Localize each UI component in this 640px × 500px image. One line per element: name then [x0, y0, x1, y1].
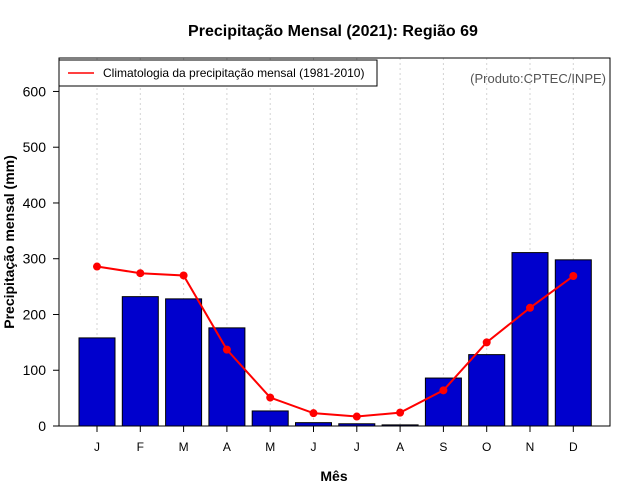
bar-12: D: 298	[554, 259, 592, 427]
bar-6: J: 6	[295, 422, 332, 427]
bar-3: M: 228	[165, 298, 203, 427]
x-tick-label: S	[439, 440, 447, 454]
bar-5: M: 27	[251, 410, 289, 427]
climatology-line-layer: J: 286 F: 274 M: 270 A: 137 M: 51 J: 23 J: 17 A…	[93, 262, 578, 421]
bar-9: S: 86	[424, 377, 462, 427]
bar-11: N: 311	[511, 252, 549, 427]
y-tick-label: 400	[23, 195, 47, 211]
legend-label: Climatologia da precipitação mensal (198…	[103, 66, 364, 80]
bar-4: A: 176	[208, 327, 246, 427]
y-tick-label: 300	[23, 251, 47, 267]
y-tick-label: 200	[23, 306, 47, 322]
legend-box	[58, 59, 378, 87]
x-tick-label: J	[94, 440, 100, 454]
x-tick-label: N	[526, 440, 535, 454]
climatology-point-10: O: 150	[482, 338, 491, 347]
bar-1: J: 158	[78, 337, 116, 427]
x-tick-label: A	[396, 440, 404, 454]
x-tick-label: F	[137, 440, 144, 454]
climatology-point-1: J: 286	[93, 262, 101, 271]
x-tick-label: J	[311, 440, 317, 454]
plot-frame	[58, 57, 611, 427]
bars-layer: J: 158F: 232M: 228A: 176M: 27J: 6J: 4A: …	[78, 252, 592, 427]
chart-title: Precipitação Mensal (2021): Região 69	[188, 23, 478, 40]
climatology-point-2: F: 274	[136, 269, 145, 278]
climatology-point-6: J: 23	[309, 409, 318, 418]
climatology-point-7: J: 17	[352, 412, 361, 421]
climatology-point-5: M: 51	[266, 393, 275, 402]
climatology-point-9: S: 64	[439, 386, 448, 395]
climatology-line	[96, 265, 574, 418]
y-tick-label: 100	[23, 362, 47, 378]
climatology-point-12: D: 269	[569, 272, 578, 281]
x-tick-label: M	[265, 440, 275, 454]
climatology-point-8: A: 24	[396, 408, 405, 417]
axes-layer: 0 100 200 300 400 500 600 J F M A M J J A S O N D	[23, 83, 578, 454]
x-tick-label: J	[354, 440, 360, 454]
product-credit: (Produto:CPTEC/INPE)	[470, 71, 606, 86]
bar-2: F: 232	[121, 296, 159, 427]
y-axis-title: Precipitação mensal (mm)	[1, 155, 17, 329]
x-tick-label: D	[569, 440, 578, 454]
bar-10: O: 128	[468, 354, 506, 427]
x-axis-title: Mês	[320, 468, 347, 484]
y-tick-label: 500	[23, 139, 47, 155]
climatology-point-11: N: 212	[526, 303, 534, 312]
y-tick-label: 600	[23, 83, 47, 99]
x-tick-label: A	[223, 440, 231, 454]
legend: Climatologia da precipitação mensal (198…	[58, 59, 378, 87]
climatology-point-3: M: 270	[179, 271, 188, 280]
climatology-point-4: A: 137	[222, 345, 231, 354]
x-tick-label: O	[482, 440, 491, 454]
y-tick-label: 0	[38, 418, 46, 434]
x-tick-label: M	[179, 440, 189, 454]
